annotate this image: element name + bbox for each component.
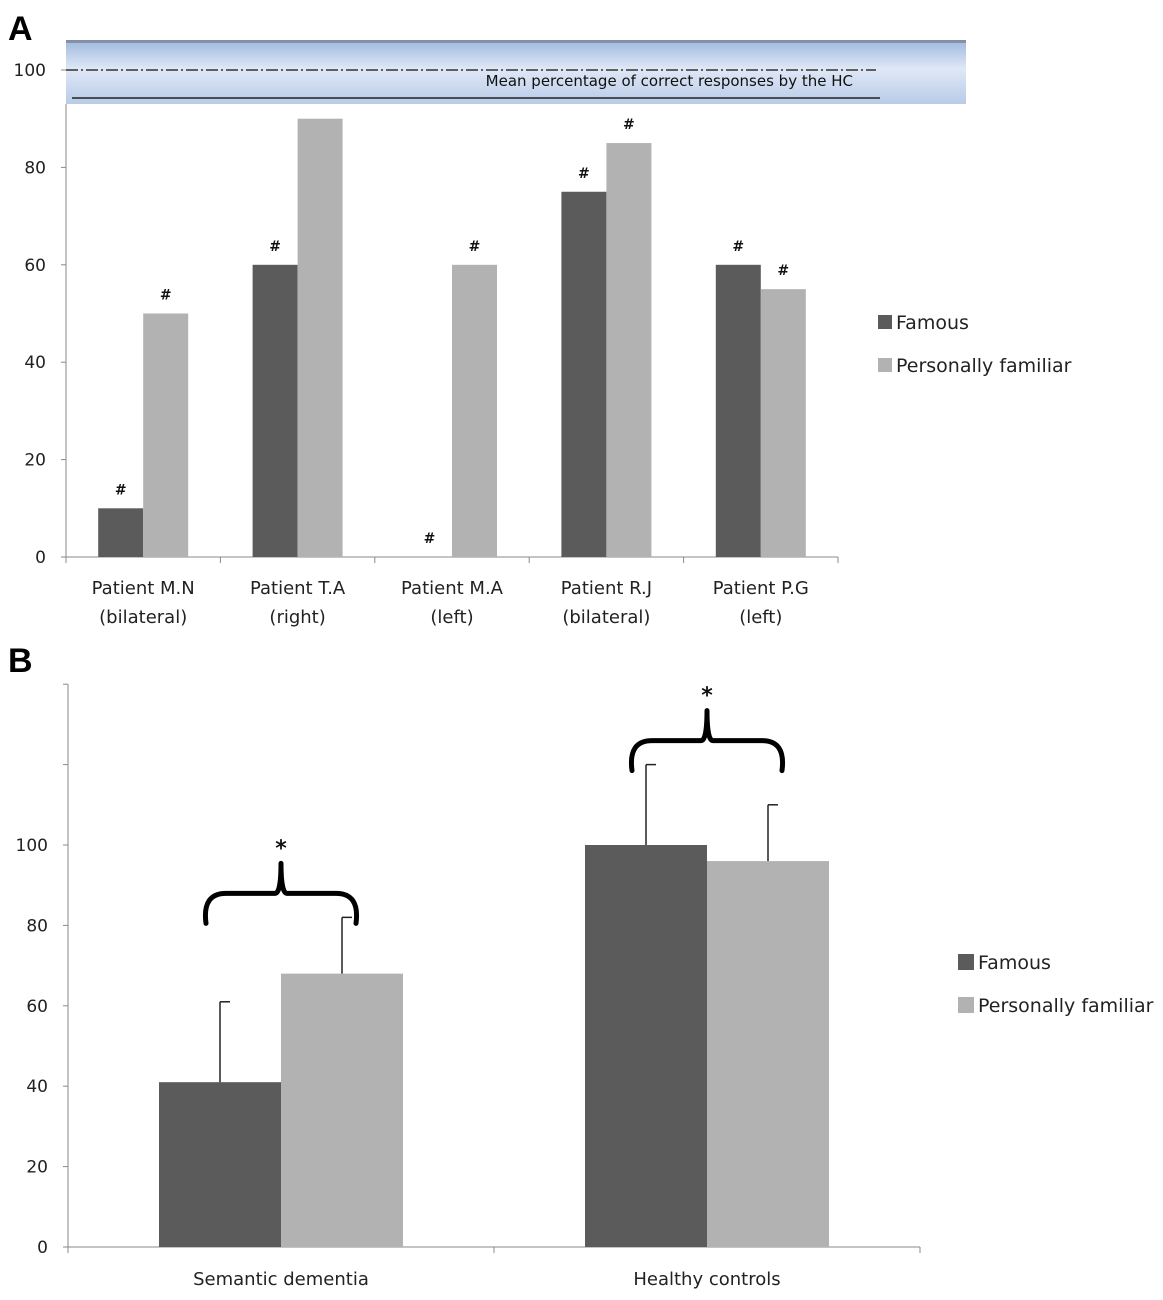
significance-mark: # <box>160 288 172 304</box>
bar-personally-familiar <box>143 313 189 557</box>
panel-b-label: B <box>8 642 33 680</box>
legend-label: Personally familiar <box>896 355 1072 377</box>
significance-mark: # <box>578 166 590 182</box>
significance-mark: # <box>269 239 281 255</box>
panel-a-label: A <box>8 10 33 48</box>
bar-personally-familiar <box>760 289 806 557</box>
y-tick-label: 80 <box>24 158 46 178</box>
y-tick-label: 40 <box>26 1077 48 1097</box>
bar-personally-familiar <box>606 143 652 558</box>
y-tick-label: 40 <box>24 353 46 373</box>
bar-personally-familiar <box>452 264 497 557</box>
significance-brace <box>628 708 786 774</box>
category-label: Patient P.G <box>713 578 809 599</box>
category-label: Patient T.A <box>250 578 346 599</box>
legend-swatch <box>958 997 974 1013</box>
y-tick-label: 100 <box>16 836 48 856</box>
category-label: (left) <box>739 607 782 628</box>
bar-famous <box>252 264 298 557</box>
significance-mark: # <box>777 263 789 279</box>
significance-mark: # <box>424 531 436 547</box>
y-tick-label: 80 <box>26 916 48 936</box>
bar-personally-familiar <box>297 118 343 557</box>
category-label: (bilateral) <box>99 607 187 628</box>
panel-a-category-labels: Patient M.N (bilateral) Patient T.A (right)… <box>92 578 809 628</box>
category-label: Semantic dementia <box>193 1269 369 1290</box>
panel-a-chart: A Mean percentage of correct responses b… <box>8 10 1072 628</box>
category-label: Patient M.A <box>401 578 504 599</box>
panel-a-axes: 0 20 40 60 80 100 <box>14 61 839 568</box>
category-label: Patient R.J <box>561 578 652 599</box>
bar-famous <box>561 191 607 557</box>
y-tick-label: 20 <box>26 1158 48 1178</box>
category-label: Patient M.N <box>92 578 195 599</box>
bar-famous <box>159 1082 281 1247</box>
bar-famous <box>585 845 707 1247</box>
panel-b-legend: Famous Personally familiar <box>958 952 1154 1017</box>
hc-band-background <box>66 40 966 104</box>
category-label: Healthy controls <box>633 1269 780 1290</box>
legend-swatch <box>878 315 892 329</box>
significance-brace <box>202 860 360 926</box>
panel-b-category-labels: Semantic dementia Healthy controls <box>193 1269 781 1290</box>
hc-band-top-edge <box>66 40 966 43</box>
hc-reference-label: Mean percentage of correct responses by … <box>486 72 853 90</box>
y-tick-label: 100 <box>14 61 46 81</box>
bar-famous <box>715 264 761 557</box>
legend-label: Famous <box>978 952 1051 974</box>
bar-famous <box>98 508 144 557</box>
significance-star: * <box>275 836 287 861</box>
bar-personally-familiar <box>281 973 403 1247</box>
category-label: (left) <box>430 607 473 628</box>
y-tick-label: 0 <box>37 1238 48 1258</box>
y-tick-label: 0 <box>35 548 46 568</box>
category-label: (right) <box>269 607 325 628</box>
panel-a-legend: Famous Personally familiar <box>878 312 1072 377</box>
panel-b-bars: ** <box>159 684 829 1247</box>
significance-mark: # <box>623 117 635 133</box>
significance-mark: # <box>469 239 481 255</box>
legend-swatch <box>878 358 892 372</box>
legend-swatch <box>958 954 974 970</box>
hc-reference-band: Mean percentage of correct responses by … <box>66 40 966 104</box>
y-tick-label: 60 <box>26 997 48 1017</box>
bar-personally-familiar <box>707 861 829 1247</box>
legend-label: Personally familiar <box>978 995 1154 1017</box>
significance-mark: # <box>115 482 127 498</box>
y-tick-label: 20 <box>24 451 46 471</box>
significance-mark: # <box>732 239 744 255</box>
panel-a-bars: # # # # # # # # # <box>98 117 806 558</box>
significance-star: * <box>701 684 713 709</box>
category-label: (bilateral) <box>562 607 650 628</box>
legend-label: Famous <box>896 312 969 334</box>
y-tick-label: 60 <box>24 256 46 276</box>
